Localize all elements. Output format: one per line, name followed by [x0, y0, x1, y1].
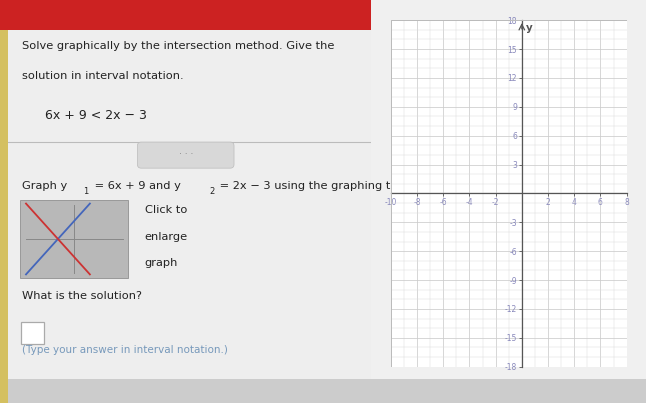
FancyBboxPatch shape: [138, 142, 234, 168]
FancyBboxPatch shape: [21, 322, 44, 345]
Text: = 2x − 3 using the graphing tool.: = 2x − 3 using the graphing tool.: [216, 181, 412, 191]
Text: 6x + 9 < 2x − 3: 6x + 9 < 2x − 3: [45, 108, 147, 122]
Text: (Type your answer in interval notation.): (Type your answer in interval notation.): [22, 345, 228, 355]
Text: enlarge: enlarge: [145, 231, 188, 241]
Text: Graph y: Graph y: [22, 181, 68, 191]
Text: Solve graphically by the intersection method. Give the: Solve graphically by the intersection me…: [22, 42, 335, 52]
Text: 1: 1: [83, 187, 89, 196]
Text: y: y: [526, 23, 532, 33]
Text: Click to: Click to: [145, 206, 187, 216]
Text: . . .: . . .: [178, 147, 193, 156]
Text: 0: 0: [633, 386, 640, 396]
Text: 2: 2: [210, 187, 215, 196]
Text: graph: graph: [145, 258, 178, 268]
Text: What is the solution?: What is the solution?: [22, 291, 142, 301]
Text: = 6x + 9 and y: = 6x + 9 and y: [91, 181, 181, 191]
FancyBboxPatch shape: [21, 200, 128, 278]
Text: solution in interval notation.: solution in interval notation.: [22, 71, 184, 81]
